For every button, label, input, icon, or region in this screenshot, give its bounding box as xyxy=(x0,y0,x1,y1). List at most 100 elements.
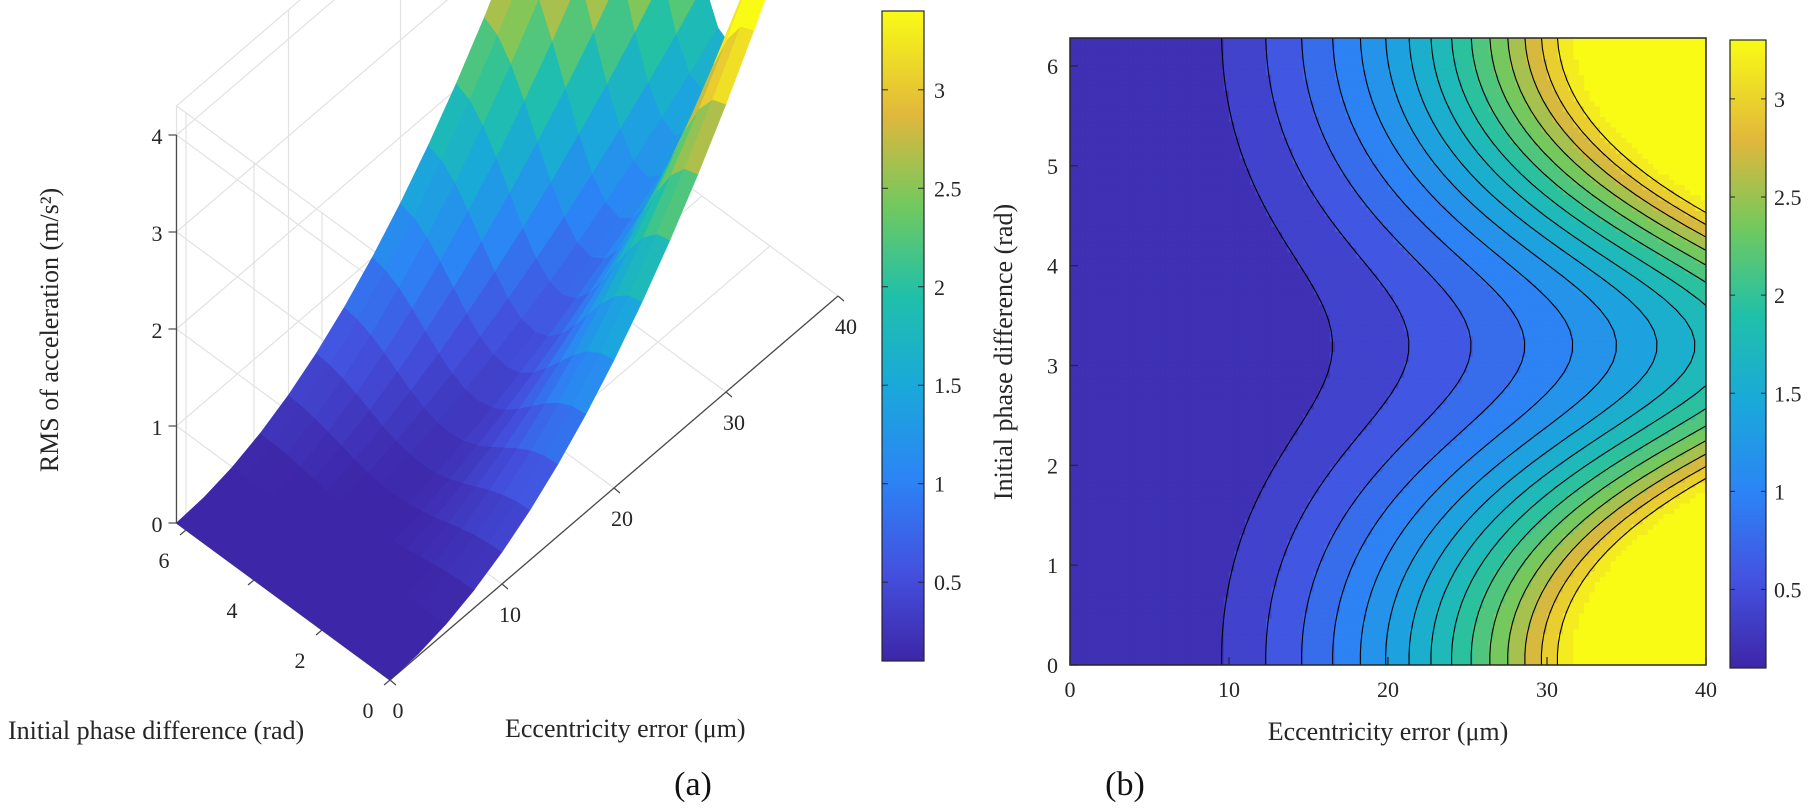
panel-b-contour-cell xyxy=(1186,48,1193,55)
panel-b-contour-cell xyxy=(1260,466,1267,473)
panel-b-contour-cell xyxy=(1186,288,1193,295)
panel-b-contour-cell xyxy=(1091,482,1098,488)
panel-b-contour-cell xyxy=(1117,220,1124,227)
panel-b-contour-cell xyxy=(1207,267,1214,274)
panel-b-contour-cell xyxy=(1165,335,1172,342)
panel-b-contour-cell xyxy=(1191,435,1198,441)
panel-b-contour-cell xyxy=(1080,565,1087,572)
panel-b-contour-cell xyxy=(1154,247,1161,253)
panel-b-contour-cell xyxy=(1096,142,1103,149)
panel-b-contour-cell xyxy=(1070,53,1076,60)
panel-b-contour-cell xyxy=(1239,231,1246,238)
panel-b-contour-cell xyxy=(1207,429,1214,436)
panel-b-contour-cell xyxy=(1070,461,1076,468)
panel-b-contour-cell xyxy=(1197,382,1204,389)
panel-b-contour-cell xyxy=(1186,503,1193,509)
panel-b-contour-cell xyxy=(1123,257,1129,264)
panel-b-contour-cell xyxy=(1207,147,1214,154)
panel-b-contour-cell xyxy=(1138,654,1145,661)
panel-b-contour-cell xyxy=(1234,142,1241,149)
panel-b-contour-cell xyxy=(1096,69,1103,76)
panel-b-contour-cell xyxy=(1234,461,1241,468)
panel-b-contour-cell xyxy=(1123,398,1129,405)
panel-b-contour-cell xyxy=(1191,283,1198,290)
panel-b-contour-cell xyxy=(1117,100,1124,107)
panel-b-contour-cell xyxy=(1223,220,1230,227)
panel-b-contour-cell xyxy=(1218,403,1225,410)
panel-b-contour-cell xyxy=(1101,529,1108,535)
panel-b-contour-cell xyxy=(1176,79,1182,86)
panel-b-contour-cell xyxy=(1085,393,1092,400)
panel-b-contour-cell xyxy=(1101,581,1108,588)
panel-b-contour-cell xyxy=(1176,361,1182,368)
panel-b-contour-cell xyxy=(1101,649,1108,656)
panel-b-contour-cell xyxy=(1070,38,1076,44)
panel-b-contour-cell xyxy=(1223,649,1230,656)
panel-b-contour-cell xyxy=(1202,367,1209,373)
panel-b-contour-cell xyxy=(1266,215,1272,222)
panel-b-contour-cell xyxy=(1117,74,1124,81)
panel-b-contour-cell xyxy=(1197,241,1204,248)
panel-b-contour-cell xyxy=(1197,544,1204,551)
panel-b-contour-cell xyxy=(1144,147,1151,154)
panel-b-contour-cell xyxy=(1223,377,1230,384)
panel-b-contour-cell xyxy=(1191,126,1198,133)
panel-b-contour-cell xyxy=(1170,408,1177,415)
panel-b-contour-cell xyxy=(1070,314,1076,321)
panel-b-contour-cell xyxy=(1271,199,1278,206)
panel-b-contour-cell xyxy=(1091,262,1098,269)
panel-b-contour-cell xyxy=(1138,581,1145,588)
panel-b-contour-cell xyxy=(1207,262,1214,269)
panel-b-contour-cell xyxy=(1213,262,1219,269)
panel-b-contour-cell xyxy=(1234,288,1241,295)
panel-b-contour-cell xyxy=(1165,236,1172,243)
panel-b-contour-cell xyxy=(1133,503,1140,509)
panel-b-contour-cell xyxy=(1117,215,1124,222)
panel-b-contour-cell xyxy=(1223,544,1230,551)
panel-b-contour-cell xyxy=(1191,194,1198,201)
panel-b-contour-cell xyxy=(1223,539,1230,546)
panel-b-contour-cell xyxy=(1085,367,1092,373)
panel-b-contour-cell xyxy=(1149,179,1156,185)
panel-b-contour-cell xyxy=(1170,555,1177,562)
panel-b-contour-cell xyxy=(1096,644,1103,650)
panel-b-contour-cell xyxy=(1197,179,1204,185)
panel-b-contour-cell xyxy=(1181,215,1188,222)
panel-b-contour-cell xyxy=(1149,628,1156,635)
panel-b-contour-cell xyxy=(1229,638,1235,645)
panel-b-contour-cell xyxy=(1149,388,1156,394)
panel-b-contour-cell xyxy=(1096,152,1103,159)
panel-b-contour-cell xyxy=(1070,471,1076,478)
panel-b-contour-cell xyxy=(1160,74,1166,81)
panel-b-contour-cell xyxy=(1107,116,1113,123)
panel-b-contour-cell xyxy=(1213,539,1219,546)
panel-b-contour-cell xyxy=(1101,85,1108,91)
panel-b-contour-cell xyxy=(1149,85,1156,91)
panel-b-contour-cell xyxy=(1117,649,1124,656)
panel-b-contour-cell xyxy=(1186,456,1193,462)
panel-b-contour-cell xyxy=(1160,424,1166,431)
panel-b-contour-cell xyxy=(1250,508,1257,515)
panel-b-contour-cell xyxy=(1191,591,1198,598)
panel-b-contour-cell xyxy=(1117,492,1124,499)
panel-b-contour-cell xyxy=(1091,288,1098,295)
panel-b-contour-cell xyxy=(1266,555,1272,562)
panel-b-contour-cell xyxy=(1244,372,1251,379)
panel-b-contour-cell xyxy=(1133,158,1140,164)
panel-b-contour-cell xyxy=(1085,121,1092,128)
panel-b-contour-cell xyxy=(1133,435,1140,441)
panel-b-contour-cell xyxy=(1096,236,1103,243)
panel-b-contour-cell xyxy=(1255,325,1262,332)
panel-b-contour-cell xyxy=(1144,388,1151,394)
panel-b-contour-cell xyxy=(1271,581,1278,588)
panel-b-contour-cell xyxy=(1176,450,1182,457)
panel-b-contour-cell xyxy=(1096,361,1103,368)
panel-b-contour-cell xyxy=(1133,476,1140,483)
panel-b-contour-cell xyxy=(1170,623,1177,630)
panel-b-contour-cell xyxy=(1154,137,1161,144)
panel-b-contour-cell xyxy=(1075,529,1082,535)
panel-b-contour-cell xyxy=(1239,544,1246,551)
panel-b-contour-cell xyxy=(1239,299,1246,306)
panel-b-contour-cell xyxy=(1138,43,1145,50)
panel-b-contour-cell xyxy=(1154,461,1161,468)
